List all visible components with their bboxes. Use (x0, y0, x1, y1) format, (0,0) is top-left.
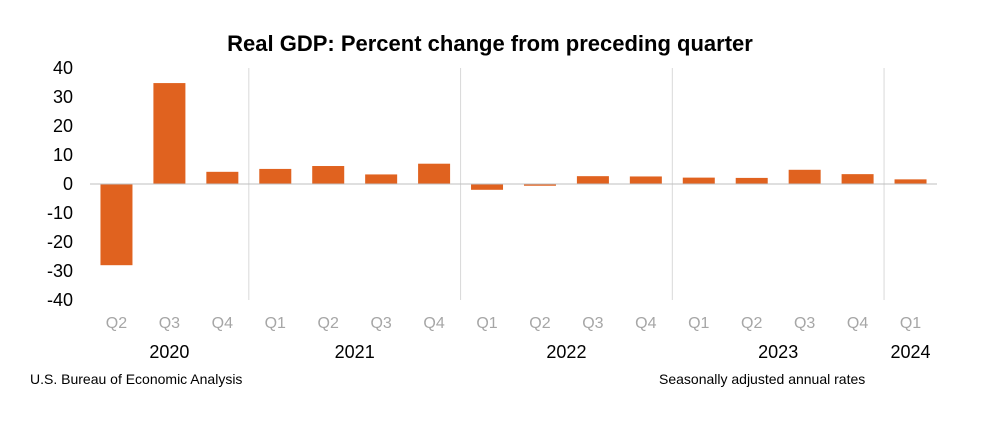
gdp-bar (471, 184, 504, 190)
year-label: 2021 (335, 342, 375, 362)
source-note: U.S. Bureau of Economic Analysis (30, 371, 242, 387)
chart-title: Real GDP: Percent change from preceding … (227, 31, 753, 56)
quarter-label: Q4 (847, 315, 868, 332)
y-tick-label: 40 (53, 58, 73, 78)
quarter-label: Q2 (318, 315, 339, 332)
year-label: 2023 (758, 342, 798, 362)
gdp-bar (788, 169, 821, 184)
quarter-label: Q2 (529, 315, 550, 332)
quarter-label: Q1 (476, 315, 497, 332)
y-tick-label: 20 (53, 116, 73, 136)
quarter-label: Q3 (370, 315, 391, 332)
quarter-label: Q4 (635, 315, 656, 332)
y-tick-label: -40 (47, 290, 73, 310)
gdp-bar (100, 184, 133, 266)
gdp-bar (523, 184, 556, 186)
quarter-label: Q3 (159, 315, 180, 332)
quarter-label: Q1 (688, 315, 709, 332)
gdp-bar (841, 174, 874, 184)
gdp-bar (629, 176, 662, 184)
quarter-label: Q3 (582, 315, 603, 332)
gdp-bar (576, 176, 609, 184)
y-tick-label: 0 (63, 174, 73, 194)
y-tick-label: 10 (53, 145, 73, 165)
gdp-bar (418, 163, 451, 184)
x-axis: Q2 Q3 Q4 Q1 Q2 Q3 Q4 Q1 Q2 Q3 Q4 Q1 Q2 Q3 Q4 Q1 (106, 315, 922, 332)
quarter-label: Q1 (900, 315, 921, 332)
gdp-bar (365, 174, 398, 184)
gdp-bar (312, 166, 345, 184)
year-labels: 2020 2021 2022 2023 2024 (149, 342, 930, 362)
y-tick-label: -30 (47, 261, 73, 281)
gdp-bar (206, 171, 239, 184)
year-label: 2024 (891, 342, 931, 362)
year-label: 2022 (546, 342, 586, 362)
gdp-bar (259, 168, 292, 184)
gdp-bar (894, 179, 927, 184)
gdp-bar (735, 177, 768, 184)
year-label: 2020 (149, 342, 189, 362)
bars (100, 83, 927, 266)
quarter-label: Q2 (106, 315, 127, 332)
quarter-label: Q1 (265, 315, 286, 332)
y-axis: 40 30 20 10 0 -10 -20 -30 -40 (47, 58, 73, 310)
quarter-label: Q4 (423, 315, 444, 332)
quarter-label: Q2 (741, 315, 762, 332)
y-tick-label: -20 (47, 232, 73, 252)
quarter-label: Q4 (212, 315, 233, 332)
gdp-bar (153, 83, 186, 184)
y-tick-label: 30 (53, 87, 73, 107)
y-tick-label: -10 (47, 203, 73, 223)
gdp-bar (682, 177, 715, 184)
rate-note: Seasonally adjusted annual rates (659, 371, 865, 387)
quarter-label: Q3 (794, 315, 815, 332)
